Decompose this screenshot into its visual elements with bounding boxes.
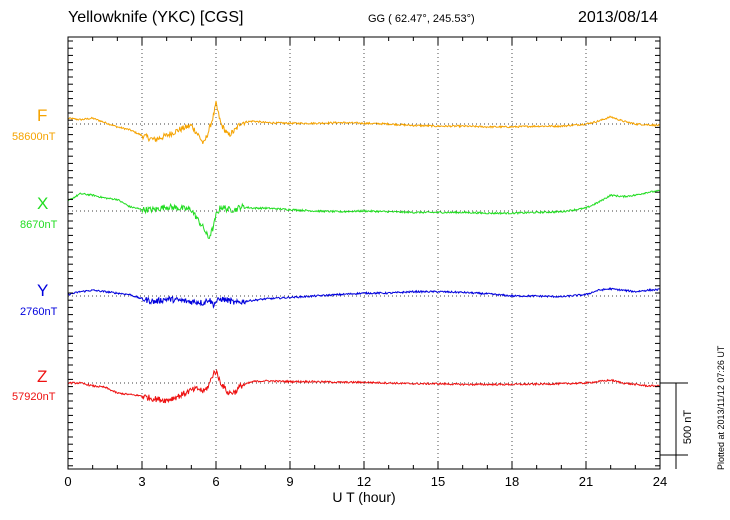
x-tick-label: 18 xyxy=(505,474,519,489)
station-title: Yellowknife (YKC) [CGS] xyxy=(68,9,244,26)
series-line-y xyxy=(68,287,661,309)
x-tick-label: 9 xyxy=(286,474,293,489)
component-label-y: Y xyxy=(37,281,49,300)
component-label-z: Z xyxy=(37,367,48,386)
plotted-timestamp: Plotted at 2013/11/12 07:26 UT xyxy=(716,345,726,470)
component-label-x: X xyxy=(37,194,49,213)
series-traces xyxy=(67,100,661,404)
series-line-x xyxy=(67,189,661,239)
series-line-z xyxy=(67,368,661,404)
component-baseline-z: 57920nT xyxy=(12,391,56,403)
axis-ticks xyxy=(67,37,661,469)
x-tick-label: 3 xyxy=(138,474,145,489)
series-line-f xyxy=(67,100,661,145)
station-coordinates: GG ( 62.47°, 245.53°) xyxy=(368,13,475,25)
x-tick-label: 0 xyxy=(64,474,71,489)
component-label-f: F xyxy=(37,106,48,125)
component-baseline-y: 2760nT xyxy=(20,306,58,318)
x-tick-label: 12 xyxy=(357,474,371,489)
scale-bar: 500 nT xyxy=(660,382,694,469)
scale-bar-label: 500 nT xyxy=(682,410,694,445)
component-baseline-x: 8670nT xyxy=(20,219,58,231)
tick-labels: 0 3 6 9 12 15 18 21 24 xyxy=(64,474,667,489)
x-axis-label: U T (hour) xyxy=(332,489,395,505)
x-tick-label: 6 xyxy=(212,474,219,489)
component-baseline-f: 58600nT xyxy=(12,131,56,143)
x-tick-label: 15 xyxy=(431,474,445,489)
x-tick-label: 21 xyxy=(579,474,593,489)
x-tick-label: 24 xyxy=(653,474,667,489)
grid-lines xyxy=(68,37,660,469)
observation-date: 2013/08/14 xyxy=(578,9,659,26)
